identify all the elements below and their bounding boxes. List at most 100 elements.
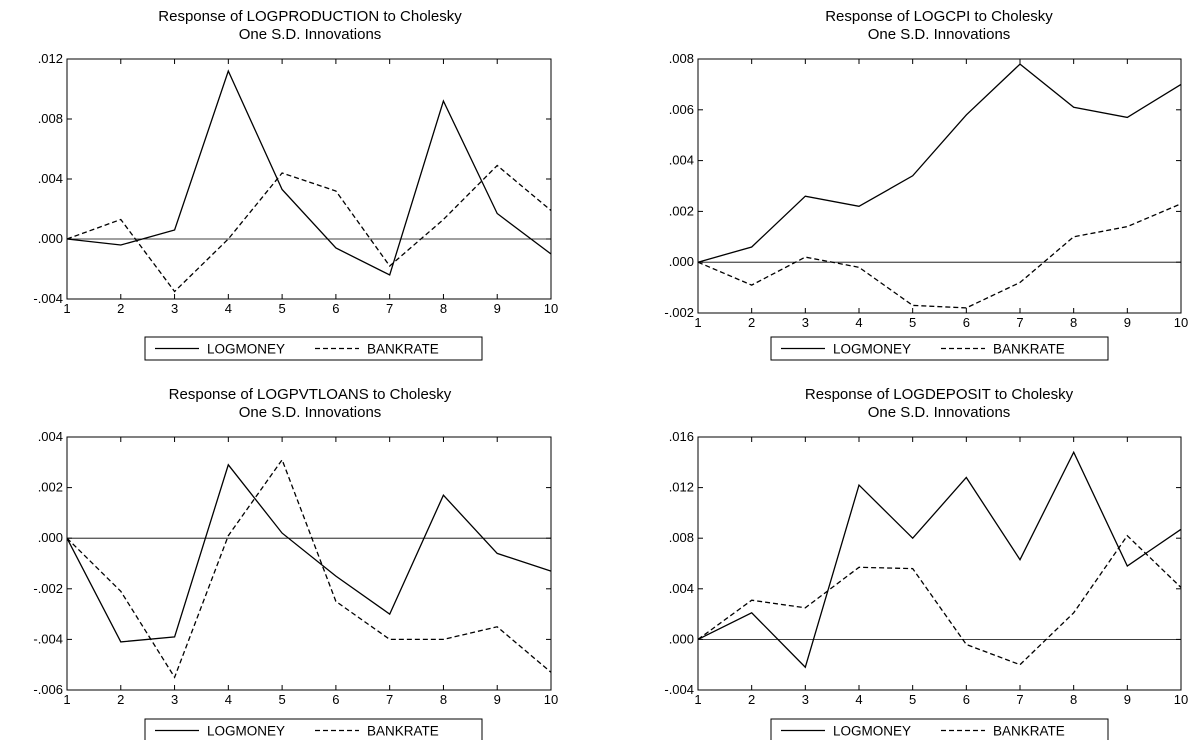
x-tick-label: 4 (855, 692, 862, 707)
y-tick-label: .000 (38, 231, 63, 246)
series-line-logmoney (66, 69, 552, 276)
x-tick-label: 7 (386, 301, 393, 316)
y-tick-label: .002 (38, 480, 63, 495)
legend: LOGMONEY BANKRATE (144, 336, 483, 361)
chart-panel-logpvtloans: Response of LOGPVTLOANS to Cholesky One S… (0, 370, 601, 740)
series-line-logmoney (697, 63, 1182, 263)
y-tick-label: .008 (669, 51, 694, 66)
plot-frame (66, 58, 552, 300)
x-tick-label: 7 (386, 692, 393, 707)
legend-label-bankrate: BANKRATE (367, 342, 439, 357)
x-tick-label: 10 (1174, 692, 1188, 707)
y-tick-label: .002 (669, 203, 694, 218)
legend-box (144, 718, 483, 740)
x-tick-label: 9 (494, 692, 501, 707)
series-line-logmoney (66, 463, 552, 643)
chart-title: Response of LOGCPI to Cholesky (825, 8, 1053, 25)
chart-subtitle: One S.D. Innovations (868, 26, 1011, 43)
y-tick-label: -.006 (33, 682, 63, 697)
x-tick-label: 9 (1124, 692, 1131, 707)
x-tick-label: 3 (802, 315, 809, 330)
y-tick-label: .004 (38, 171, 63, 186)
x-tick-label: 9 (1124, 315, 1131, 330)
x-tick-label: 1 (694, 692, 701, 707)
x-tick-label: 1 (694, 315, 701, 330)
plot-frame (66, 436, 552, 691)
y-tick-label: .012 (38, 51, 63, 66)
chart-subtitle: One S.D. Innovations (239, 404, 382, 421)
y-tick-label: -.002 (33, 581, 63, 596)
y-tick-label: .004 (38, 429, 63, 444)
x-tick-label: 10 (544, 692, 558, 707)
legend-label-logmoney: LOGMONEY (207, 342, 285, 357)
legend-label-logmoney: LOGMONEY (833, 724, 911, 739)
y-tick-label: .008 (669, 530, 694, 545)
x-tick-label: 9 (494, 301, 501, 316)
legend-label-bankrate: BANKRATE (993, 724, 1065, 739)
x-tick-label: 1 (63, 301, 70, 316)
x-tick-label: 5 (909, 315, 916, 330)
x-tick-label: 8 (440, 301, 447, 316)
x-tick-label: 8 (1070, 315, 1077, 330)
x-tick-label: 6 (332, 692, 339, 707)
x-tick-label: 6 (963, 692, 970, 707)
y-tick-label: -.004 (33, 291, 63, 306)
chart-title: Response of LOGPVTLOANS to Cholesky (169, 386, 452, 403)
series-line-bankrate (66, 164, 552, 293)
x-tick-label: 7 (1016, 692, 1023, 707)
chart-title: Response of LOGDEPOSIT to Cholesky (805, 386, 1074, 403)
chart-title: Response of LOGPRODUCTION to Cholesky (158, 8, 462, 25)
x-tick-label: 2 (748, 692, 755, 707)
y-tick-label: .016 (669, 429, 694, 444)
legend-label-bankrate: BANKRATE (367, 724, 439, 739)
series-line-bankrate (66, 458, 552, 679)
legend-label-logmoney: LOGMONEY (833, 342, 911, 357)
x-tick-label: 5 (278, 692, 285, 707)
x-tick-label: 5 (278, 301, 285, 316)
x-tick-label: 1 (63, 692, 70, 707)
x-tick-label: 2 (117, 301, 124, 316)
y-tick-label: .006 (669, 102, 694, 117)
x-tick-label: 6 (332, 301, 339, 316)
chart-logproduction: Response of LOGPRODUCTION to CholeskyOne… (33, 8, 558, 361)
chart-subtitle: One S.D. Innovations (868, 404, 1011, 421)
x-tick-label: 10 (544, 301, 558, 316)
y-tick-label: .004 (669, 153, 694, 168)
series-line-logmoney (697, 450, 1182, 669)
chart-subtitle: One S.D. Innovations (239, 26, 382, 43)
x-tick-label: 5 (909, 692, 916, 707)
y-tick-label: -.004 (33, 631, 63, 646)
legend-box (144, 336, 483, 361)
x-tick-label: 10 (1174, 315, 1188, 330)
x-tick-label: 3 (171, 301, 178, 316)
x-tick-label: 2 (748, 315, 755, 330)
x-tick-label: 8 (440, 692, 447, 707)
x-tick-label: 7 (1016, 315, 1023, 330)
y-tick-label: .000 (38, 530, 63, 545)
legend-box (770, 718, 1109, 740)
plot-frame (697, 436, 1182, 691)
x-tick-label: 4 (855, 315, 862, 330)
legend: LOGMONEY BANKRATE (770, 718, 1109, 740)
y-tick-label: .000 (669, 631, 694, 646)
series-line-bankrate (697, 203, 1182, 309)
y-tick-label: .012 (669, 480, 694, 495)
y-tick-label: -.004 (664, 682, 694, 697)
legend: LOGMONEY BANKRATE (770, 336, 1109, 361)
x-tick-label: 6 (963, 315, 970, 330)
x-tick-label: 4 (225, 301, 232, 316)
x-tick-label: 3 (171, 692, 178, 707)
chart-panel-logcpi: Response of LOGCPI to Cholesky One S.D. I… (601, 0, 1202, 370)
plot-frame (697, 58, 1182, 314)
series-line-bankrate (697, 534, 1182, 666)
legend-box (770, 336, 1109, 361)
legend-label-logmoney: LOGMONEY (207, 724, 285, 739)
x-tick-label: 3 (802, 692, 809, 707)
chart-panel-logdeposit: Response of LOGDEPOSIT to Cholesky One S.… (601, 370, 1202, 740)
y-tick-label: .004 (669, 581, 694, 596)
x-tick-label: 8 (1070, 692, 1077, 707)
chart-panel-logproduction: Response of LOGPRODUCTION to Cholesky One… (0, 0, 601, 370)
